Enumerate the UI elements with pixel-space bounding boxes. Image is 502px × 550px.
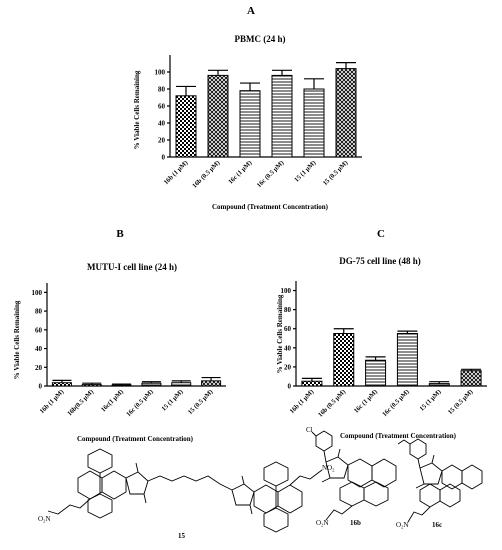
panel-a-category-label: 15 (1 μM) <box>293 159 317 183</box>
panel-c-ytick-label: 60 <box>284 325 292 333</box>
panel-c-ytick-label: 0 <box>288 383 292 391</box>
panel-c-ylabel: % Viable Cells Remaining <box>276 294 284 373</box>
structure-16c <box>397 438 483 523</box>
panel-b-ylabel: % Viable Cells Remaining <box>13 300 21 379</box>
panel-a-ytick-label: 60 <box>158 103 166 111</box>
panel-c-category-label: 15 (0.5 μM) <box>447 388 475 416</box>
panel-b-ytick-label: 40 <box>35 345 43 353</box>
panel-b-ytick-label: 60 <box>35 326 43 334</box>
panel-b-category-label: 15 (0.5 μM) <box>187 388 215 416</box>
panel-b-category-label: 15 (1 μM) <box>161 388 185 412</box>
panel-c-ytick-label: 40 <box>284 344 292 352</box>
panel-c-ytick-label: 80 <box>284 306 292 314</box>
panel-b-bar <box>171 382 192 387</box>
panel-c-plot: 0 20 40 60 80 100 16b (1 μM) 16b (0.5 μM) 16c (1… <box>281 281 487 419</box>
panel-a-bar <box>175 95 197 158</box>
panel-a-category-label: 16b (1 μM) <box>163 159 190 186</box>
panel-c-bar <box>460 370 482 387</box>
panel-c-ytick-label: 20 <box>284 363 292 371</box>
panel-b-ytick-label: 80 <box>35 308 43 316</box>
chemical-structures <box>47 430 483 533</box>
panel-c-category-label: 16b (0.5 μM) <box>317 388 347 418</box>
panel-a-bar <box>303 88 325 158</box>
panel-c-category-label: 16c (0.5 μM) <box>381 388 411 418</box>
panel-a-ytick-label: 40 <box>158 120 166 128</box>
panel-a: A PBMC (24 h) % Viable Cells Remaining C… <box>133 5 362 211</box>
label-o2n-16c: O₂N <box>396 521 409 529</box>
panel-c: C DG-75 cell line (48 h) % Viable Cells … <box>276 228 487 440</box>
panel-a-bar <box>271 74 293 158</box>
panel-c-bar <box>333 333 355 387</box>
panel-a-bar <box>207 74 229 158</box>
panel-a-ylabel: % Viable Cells Remaining <box>133 70 141 149</box>
panel-c-bar <box>428 383 450 387</box>
label-compound-16c: 16c <box>432 521 442 529</box>
panel-a-bar <box>239 90 261 158</box>
panel-a-plot: 0 20 40 60 80 100 16b (1 μM) 16b (0.5 μM) 16c (1… <box>155 55 362 190</box>
panel-b-bar <box>141 382 162 387</box>
panel-b-xlabel: Compound (Treatment Concentration) <box>77 435 194 443</box>
structure-15 <box>47 448 323 533</box>
label-o2n-16b: O₂N <box>316 519 329 527</box>
panel-a-xlabel: Compound (Treatment Concentration) <box>212 203 329 211</box>
panel-b-plot: 0 20 40 60 80 100 16b (1 μM) 16b(0.5 μM) 16c(1 μ… <box>32 283 226 418</box>
panel-b-ytick-label: 20 <box>35 364 43 372</box>
panel-c-bar <box>301 380 323 387</box>
panel-b-ytick-label: 0 <box>39 383 43 391</box>
panel-c-letter: C <box>377 228 385 240</box>
panel-a-ytick-label: 100 <box>155 69 166 77</box>
panel-c-xlabel: Compound (Treatment Concentration) <box>340 432 457 440</box>
panel-a-category-label: 16b (0.5 μM) <box>191 159 221 189</box>
panel-a-category-label: 15 (0.5 μM) <box>322 159 350 187</box>
label-o2n-15: O₂N <box>38 515 51 523</box>
panel-a-category-label: 16c (1 μM) <box>227 159 253 185</box>
panel-b-category-label: 16c (0.5 μM) <box>125 388 155 418</box>
panel-b-bar <box>81 384 102 387</box>
label-no2-15: NO₂ <box>322 464 335 472</box>
panel-a-ytick-label: 20 <box>158 137 166 145</box>
structure-16b <box>311 430 397 521</box>
panel-b-bar <box>111 384 132 387</box>
panel-c-ytick-label: 100 <box>281 287 292 295</box>
panel-b-bar <box>201 380 222 387</box>
panel-c-bar <box>396 333 418 387</box>
panel-a-ytick-label: 0 <box>162 154 166 162</box>
panel-c-category-label: 15 (1 μM) <box>419 388 443 412</box>
panel-a-category-label: 16c (0.5 μM) <box>256 159 286 189</box>
panel-b-title: MUTU-I cell line (24 h) <box>87 262 177 272</box>
panel-b-ytick-label: 100 <box>32 289 43 297</box>
panel-b: B MUTU-I cell line (24 h) % Viable Cells… <box>13 228 226 443</box>
panel-b-category-label: 16b (1 μM) <box>39 388 66 415</box>
panel-c-category-label: 16b (1 μM) <box>289 388 316 415</box>
panel-b-category-label: 16b(0.5 μM) <box>66 388 95 417</box>
panel-a-title: PBMC (24 h) <box>235 34 286 44</box>
label-cl: Cl <box>306 426 313 434</box>
label-compound-16b: 16b <box>350 519 361 527</box>
panel-b-category-label: 16c(1 μM) <box>100 388 125 413</box>
panel-a-ytick-label: 80 <box>158 86 166 94</box>
panel-c-category-label: 16c (1 μM) <box>353 388 379 414</box>
panel-b-letter: B <box>116 228 124 240</box>
label-compound-15: 15 <box>178 532 186 540</box>
panel-a-letter: A <box>247 5 255 17</box>
panel-c-bar <box>365 359 387 387</box>
panel-c-title: DG-75 cell line (48 h) <box>339 256 421 266</box>
panel-a-bar <box>335 68 357 158</box>
panel-b-bar <box>51 382 72 387</box>
